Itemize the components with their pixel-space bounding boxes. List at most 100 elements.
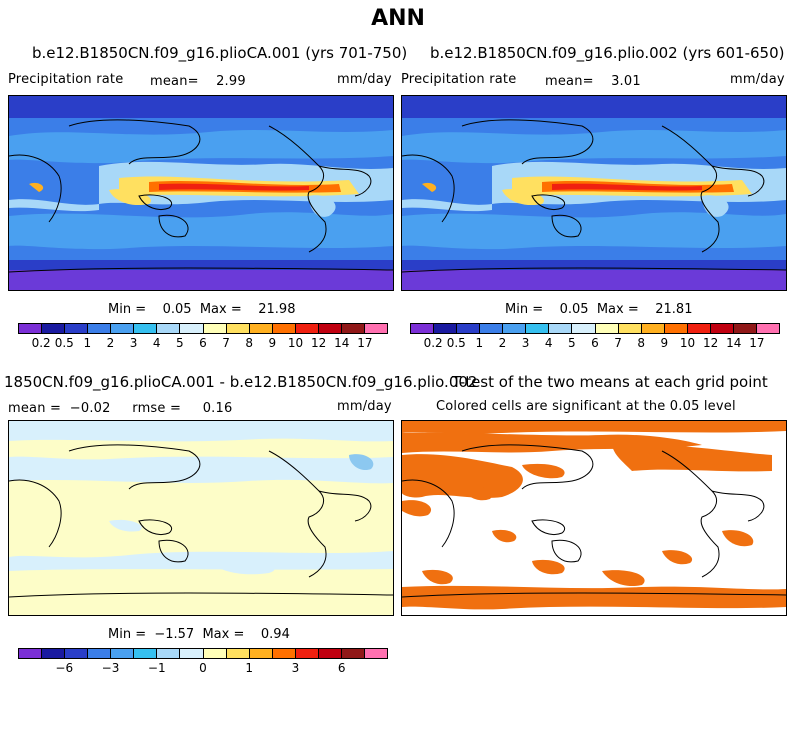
colorbar-swatch: [65, 649, 89, 658]
colorbar-tick-label: 5: [568, 336, 576, 350]
colorbar-tick-label: 10: [679, 336, 696, 350]
colorbar-swatch: [226, 324, 250, 333]
colorbar-swatch: [572, 324, 596, 333]
colorbar-tick-label: 0.2: [423, 336, 443, 350]
panel4-ttest-map: [401, 420, 787, 616]
colorbar-tick-label: −1: [147, 661, 166, 675]
colorbar-tick-label: 8: [245, 336, 254, 350]
panel1-title: b.e12.B1850CN.f09_g16.plioCA.001 (yrs 70…: [32, 44, 408, 62]
colorbar-tick-label: 6: [199, 336, 207, 350]
colorbar-swatch: [526, 324, 550, 333]
colorbar-swatch: [88, 649, 112, 658]
colorbar-swatch: [364, 649, 387, 658]
colorbar-swatch: [457, 324, 481, 333]
colorbar-tick-label: 1: [245, 661, 254, 675]
colorbar-swatch: [341, 324, 365, 333]
colorbar-swatch: [710, 324, 734, 333]
panel4-title: T-test of the two means at each grid poi…: [452, 373, 768, 391]
panel2-precip-map: [401, 95, 787, 291]
colorbar-tick-label: 0: [199, 661, 207, 675]
panel1-units: mm/day: [337, 72, 392, 87]
colorbar-swatch: [180, 649, 204, 658]
colorbar-swatch: [618, 324, 642, 333]
colorbar-swatch: [134, 324, 158, 333]
colorbar-tick-label: 5: [176, 336, 184, 350]
precip-colorbar-2: [410, 323, 780, 334]
colorbar-swatch: [411, 324, 435, 333]
colorbar-tick-label: 7: [614, 336, 622, 350]
colorbar-swatch: [295, 324, 319, 333]
colorbar-tick-label: 9: [268, 336, 277, 350]
colorbar-tick-label: 4: [152, 336, 161, 350]
panel1-variable-label: Precipitation rate: [8, 72, 124, 87]
colorbar-swatch: [111, 649, 135, 658]
colorbar-swatch: [65, 324, 89, 333]
colorbar-tick-label: 8: [637, 336, 646, 350]
colorbar-swatch: [19, 649, 43, 658]
colorbar-swatch: [756, 324, 779, 333]
ttest-map-graphic: [402, 421, 786, 615]
colorbar-tick-label: 3: [521, 336, 530, 350]
colorbar-tick-label: 12: [310, 336, 327, 350]
colorbar-tick-label: 1: [475, 336, 484, 350]
panel1-mean: mean= 2.99: [150, 74, 246, 89]
colorbar-swatch: [157, 649, 181, 658]
colorbar-swatch: [341, 649, 365, 658]
panel2-colorbar-ticks: 0.2 0.5 1 2 3 4 5 6 7 8 9 10 12 14 17: [410, 336, 780, 352]
colorbar-tick-label: −3: [101, 661, 120, 675]
colorbar-tick-label: 17: [749, 336, 765, 350]
colorbar-swatch: [19, 324, 43, 333]
colorbar-tick-label: 1: [83, 336, 92, 350]
colorbar-tick-label: 0.5: [54, 336, 74, 350]
colorbar-swatch: [687, 324, 711, 333]
colorbar-swatch: [42, 324, 66, 333]
panel3-stats: mean = −0.02 rmse = 0.16: [8, 401, 233, 416]
colorbar-swatch: [549, 324, 573, 333]
colorbar-swatch: [364, 324, 387, 333]
panel3-title: 1850CN.f09_g16.plioCA.001 - b.e12.B1850C…: [4, 373, 478, 391]
colorbar-tick-label: 10: [287, 336, 304, 350]
colorbar-swatch: [157, 324, 181, 333]
panel3-colorbar: [18, 648, 388, 659]
colorbar-tick-label: 12: [702, 336, 719, 350]
difference-colorbar: [18, 648, 388, 659]
colorbar-tick-label: 0.5: [446, 336, 466, 350]
panel2-units: mm/day: [730, 72, 785, 87]
colorbar-tick-label: 7: [222, 336, 230, 350]
colorbar-tick-label: 14: [334, 336, 350, 350]
panel3-colorbar-ticks: −6 −3 −1 0 1 3 6: [18, 661, 388, 677]
panel1-precip-map: [8, 95, 394, 291]
colorbar-swatch: [318, 324, 342, 333]
colorbar-tick-label: 3: [291, 661, 300, 675]
difference-map-graphic: [9, 421, 393, 615]
colorbar-tick-label: 14: [726, 336, 742, 350]
colorbar-tick-label: 0.2: [31, 336, 51, 350]
panel2-variable-label: Precipitation rate: [401, 72, 517, 87]
panel2-mean: mean= 3.01: [545, 74, 641, 89]
colorbar-tick-label: −6: [55, 661, 74, 675]
colorbar-swatch: [134, 649, 158, 658]
panel2-title: b.e12.B1850CN.f09_g16.plio.002 (yrs 601-…: [430, 44, 785, 62]
panel1-colorbar: [18, 323, 388, 334]
figure-title: ANN: [371, 6, 425, 31]
colorbar-swatch: [641, 324, 665, 333]
colorbar-swatch: [434, 324, 458, 333]
colorbar-swatch: [203, 324, 227, 333]
precip-map-graphic-1: [9, 96, 393, 290]
colorbar-swatch: [480, 324, 504, 333]
panel2-minmax: Min = 0.05 Max = 21.81: [505, 302, 693, 317]
colorbar-swatch: [295, 649, 319, 658]
panel4-significance-note: Colored cells are significant at the 0.0…: [436, 399, 736, 414]
panel3-minmax: Min = −1.57 Max = 0.94: [108, 627, 290, 642]
colorbar-tick-label: 2: [106, 336, 115, 350]
colorbar-swatch: [203, 649, 227, 658]
colorbar-swatch: [249, 324, 273, 333]
colorbar-swatch: [111, 324, 135, 333]
precip-map-graphic-2: [402, 96, 786, 290]
colorbar-tick-label: 4: [544, 336, 553, 350]
precip-colorbar-1: [18, 323, 388, 334]
colorbar-swatch: [42, 649, 66, 658]
panel1-colorbar-ticks: 0.2 0.5 1 2 3 4 5 6 7 8 9 10 12 14 17: [18, 336, 388, 352]
panel1-minmax: Min = 0.05 Max = 21.98: [108, 302, 296, 317]
colorbar-swatch: [595, 324, 619, 333]
